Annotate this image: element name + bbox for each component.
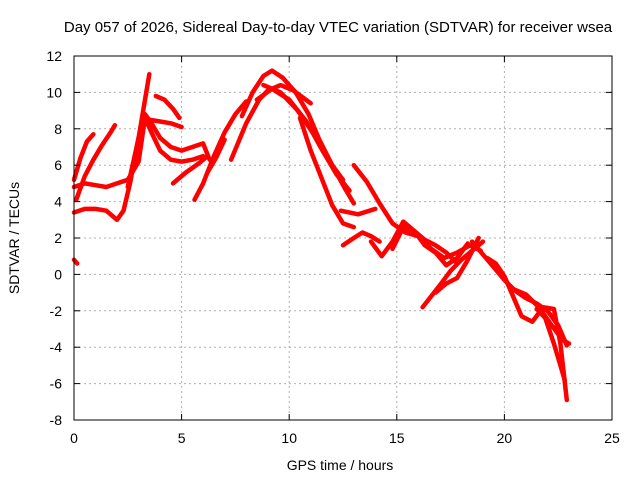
x-tick-label: 10	[281, 430, 297, 446]
series-line-sat-f	[153, 93, 182, 121]
y-tick-label: -4	[50, 339, 63, 355]
series-line-sat-q	[340, 230, 382, 248]
y-tick-label: -6	[50, 376, 63, 392]
series-line-sat-p	[338, 206, 378, 217]
y-tick-label: 8	[54, 121, 62, 137]
x-tick-label: 20	[497, 430, 513, 446]
series-line-sat-h	[170, 153, 210, 186]
y-tick-label: 10	[46, 84, 62, 100]
series-line-sat-z	[534, 306, 567, 383]
x-tick-label: 15	[389, 430, 405, 446]
series-line-sat-e	[125, 111, 212, 190]
y-axis-label: SDTVAR / TECUs	[6, 182, 22, 294]
chart-title: Day 057 of 2026, Sidereal Day-to-day VTE…	[64, 19, 613, 36]
x-tick-label: 25	[604, 430, 620, 446]
y-tick-label: 6	[54, 157, 62, 173]
series-line-sat-aa	[71, 257, 80, 266]
series-line-sat-d	[71, 115, 206, 190]
data-series	[71, 68, 572, 403]
y-tick-label: 12	[46, 48, 62, 64]
series-line-sat-x	[484, 255, 570, 403]
series-line-sat-j	[205, 137, 227, 175]
axis-ticks	[73, 55, 613, 421]
x-tick-labels: 0 5 10 15 20 25	[70, 430, 620, 446]
grid-lines	[74, 56, 612, 420]
y-tick-label: -8	[50, 412, 63, 428]
y-tick-labels: -8 -6 -4 -2 0 2 4 6 8 10 12	[46, 48, 62, 428]
series-line-sat-t	[390, 224, 460, 266]
series-line-sat-v	[433, 235, 481, 295]
series-line-sat-i	[192, 99, 249, 203]
y-tick-label: 4	[54, 194, 62, 210]
x-tick-label: 5	[178, 430, 186, 446]
x-axis-label: GPS time / hours	[287, 457, 394, 473]
y-tick-label: 2	[54, 230, 62, 246]
x-tick-label: 0	[70, 430, 78, 446]
y-tick-label: -2	[50, 303, 63, 319]
series-line-sat-g	[147, 117, 184, 130]
series-line-sat-o	[297, 115, 357, 230]
series-line-sat-b	[73, 122, 118, 203]
series-line-sat-a	[71, 132, 96, 183]
y-tick-label: 0	[54, 266, 62, 282]
series-line-sat-n	[261, 82, 357, 206]
